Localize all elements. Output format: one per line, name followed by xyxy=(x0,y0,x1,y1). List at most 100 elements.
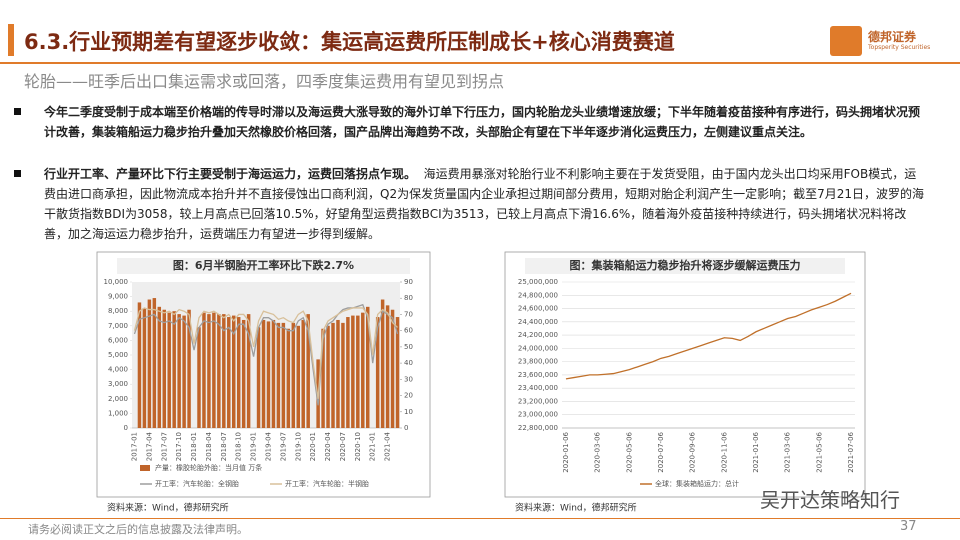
y2-tick-label: 60 xyxy=(404,327,413,335)
bar xyxy=(385,305,390,428)
y2-tick-label: 90 xyxy=(404,278,413,286)
x-tick-label: 2017-04 xyxy=(145,431,153,461)
bar xyxy=(157,306,162,428)
x-tick-label: 2019-04 xyxy=(264,431,272,461)
bar xyxy=(152,298,157,428)
bar xyxy=(306,314,310,428)
x-tick-label: 2021-07-06 xyxy=(847,431,855,472)
bar xyxy=(256,327,261,428)
x-tick-label: 2018-07 xyxy=(220,432,228,461)
legend-label: 开工率：汽车轮胎：全钢胎 xyxy=(155,479,239,488)
bullet: 行业开工率、产量环比下行主要受制于海运运力，运费回落拐点乍现。 海运费用暴涨对轮… xyxy=(14,164,924,244)
logo-name: 德邦证券 xyxy=(868,30,917,44)
x-tick-label: 2018-10 xyxy=(235,432,243,461)
subtitle: 轮胎——旺季后出口集运需求或回落，四季度集运费用有望见到拐点 xyxy=(24,72,505,91)
x-tick-label: 2020-05-06 xyxy=(625,431,633,472)
y-tick-label: 24,200,000 xyxy=(518,331,558,339)
bar xyxy=(361,312,365,428)
chart-frame xyxy=(504,251,866,498)
x-tick-label: 2017-10 xyxy=(175,432,183,461)
bar xyxy=(147,299,152,428)
y-tick-label: 6,000 xyxy=(108,336,128,344)
y-tick-label: 24,600,000 xyxy=(518,305,558,313)
bar xyxy=(217,314,221,428)
bar xyxy=(356,315,360,428)
y2-tick-label: 70 xyxy=(404,310,413,318)
bar xyxy=(395,317,400,428)
y-tick-label: 24,800,000 xyxy=(518,291,558,299)
chart-source: 资料来源：Wind，德邦研究所 xyxy=(107,502,229,514)
line-series xyxy=(133,307,398,399)
y2-tick-label: 10 xyxy=(404,408,413,416)
bar xyxy=(276,322,281,428)
x-tick-label: 2020-11-06 xyxy=(720,431,728,472)
y-tick-label: 23,800,000 xyxy=(518,358,558,366)
x-tick-label: 2019-01 xyxy=(250,432,258,461)
y-tick-label: 23,600,000 xyxy=(518,371,558,379)
chart-source: 资料来源：Wind，德邦研究所 xyxy=(515,502,637,514)
watermark: 吴开达策略知行 xyxy=(760,488,900,512)
logo-mark xyxy=(830,26,862,56)
bar xyxy=(321,328,325,428)
x-tick-label: 2018-01 xyxy=(190,432,198,461)
legend-label: 全球：集装箱船运力：总计 xyxy=(655,479,739,488)
bar xyxy=(232,315,236,428)
bar xyxy=(207,314,211,428)
bar xyxy=(172,311,176,428)
bullet: 今年二季度受制于成本端至价格端的传导时滞以及海运费大涨导致的海外订单下行压力，国… xyxy=(14,102,924,142)
title-rule xyxy=(0,62,960,64)
y-tick-label: 23,000,000 xyxy=(518,411,558,419)
y-tick-label: 9,000 xyxy=(108,293,128,301)
title-accent xyxy=(8,24,14,56)
bar xyxy=(162,309,166,428)
legend-swatch xyxy=(140,465,150,471)
logo-en: Topsperity Securities xyxy=(868,44,931,51)
y-tick-label: 0 xyxy=(124,424,128,432)
bar xyxy=(227,317,231,428)
bar xyxy=(281,322,286,428)
bar xyxy=(266,321,271,428)
bar xyxy=(390,309,395,428)
x-tick-label: 2020-01 xyxy=(309,432,317,461)
bar xyxy=(142,308,147,428)
bar xyxy=(212,312,216,428)
y-tick-label: 8,000 xyxy=(108,307,128,315)
y-tick-label: 22,800,000 xyxy=(518,424,558,432)
bar xyxy=(351,315,355,428)
x-tick-label: 2021-01-06 xyxy=(752,431,760,472)
y-tick-label: 23,200,000 xyxy=(518,397,558,405)
x-tick-label: 2019-07 xyxy=(279,432,287,461)
chart-title: 图：集装箱船运力稳步抬升将逐步缓解运费压力 xyxy=(570,258,801,272)
bar xyxy=(366,306,370,428)
chart-title-band xyxy=(525,258,845,274)
y2-tick-label: 20 xyxy=(404,392,413,400)
bar xyxy=(331,322,335,428)
y-tick-label: 25,000,000 xyxy=(518,278,558,286)
page-number: 37 xyxy=(900,519,917,534)
y2-tick-label: 50 xyxy=(404,343,413,351)
slide-title: 6.3.行业预期差有望逐步收敛：集运高运费所压制成长+核心消费赛道 xyxy=(24,30,675,54)
bar xyxy=(291,322,296,428)
x-tick-label: 2021-01 xyxy=(369,432,377,461)
bar xyxy=(197,327,201,428)
y-tick-label: 4,000 xyxy=(108,366,128,374)
x-tick-label: 2018-04 xyxy=(205,431,213,461)
bar xyxy=(246,314,251,428)
bar xyxy=(375,317,380,428)
y2-tick-label: 30 xyxy=(404,375,413,383)
chart-title-band xyxy=(117,258,410,274)
x-tick-label: 2020-04 xyxy=(324,431,332,461)
y-tick-label: 7,000 xyxy=(108,322,128,330)
x-tick-label: 2021-03-06 xyxy=(784,431,792,472)
y-tick-label: 2,000 xyxy=(108,395,128,403)
line-series xyxy=(565,292,852,380)
bar xyxy=(346,317,350,428)
x-tick-label: 2017-07 xyxy=(160,432,168,461)
y-tick-label: 1,000 xyxy=(108,409,128,417)
bar xyxy=(271,319,276,428)
x-tick-label: 2020-03-06 xyxy=(594,431,602,472)
x-tick-label: 2021-04 xyxy=(384,431,392,461)
bar xyxy=(177,314,181,428)
y2-tick-label: 40 xyxy=(404,359,413,367)
